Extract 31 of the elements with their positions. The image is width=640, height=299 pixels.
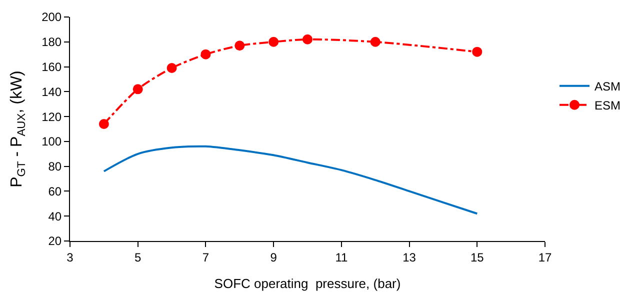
legend-label: ESM	[594, 98, 621, 113]
x-tick-label: 7	[202, 250, 210, 264]
x-tick-label: 3	[66, 250, 74, 264]
x-tick-label: 5	[134, 250, 142, 264]
point	[166, 63, 177, 74]
y-tick-label: 160	[42, 60, 62, 74]
legend-label: ASM	[594, 80, 621, 94]
x-tick-label: 11	[335, 250, 348, 264]
y-tick-label: 100	[42, 134, 62, 149]
y-tick-label: 40	[48, 209, 62, 224]
x-tick-label: 15	[470, 250, 484, 264]
line-series	[102, 145, 478, 215]
y-tick-label: 60	[48, 184, 62, 198]
y-tick-label: 200	[42, 10, 62, 24]
y-tick-label: 180	[42, 35, 62, 50]
point	[234, 40, 245, 51]
y-tick-label: 80	[48, 160, 62, 174]
point	[302, 34, 312, 44]
x-tick-label: 13	[402, 250, 416, 264]
point	[268, 36, 279, 47]
x-axis-title: SOFC operating pressure, (bar)	[214, 276, 401, 291]
point	[370, 36, 380, 47]
point	[98, 119, 109, 130]
y-tick-label: 20	[48, 234, 62, 248]
y-tick-label: 120	[42, 110, 62, 124]
y-tick-label: 140	[42, 84, 62, 99]
x-tick-label: 9	[270, 250, 278, 264]
point	[200, 49, 211, 60]
point	[472, 46, 482, 57]
point	[132, 84, 143, 94]
x-tick-label: 17	[538, 250, 552, 264]
